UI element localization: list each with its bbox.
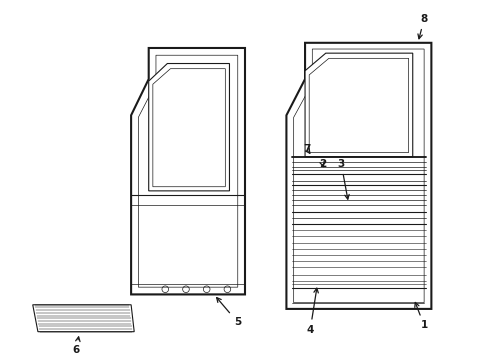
Polygon shape (33, 305, 134, 332)
Text: 3: 3 (338, 159, 349, 199)
Text: 5: 5 (217, 298, 242, 327)
Polygon shape (305, 53, 413, 157)
Text: 6: 6 (73, 337, 80, 355)
Text: 2: 2 (319, 159, 326, 169)
Text: 1: 1 (415, 302, 428, 330)
Text: 7: 7 (303, 144, 311, 154)
Polygon shape (148, 63, 229, 191)
Text: 8: 8 (418, 14, 428, 39)
Polygon shape (287, 43, 431, 309)
Text: 4: 4 (307, 288, 318, 334)
Polygon shape (131, 48, 245, 294)
